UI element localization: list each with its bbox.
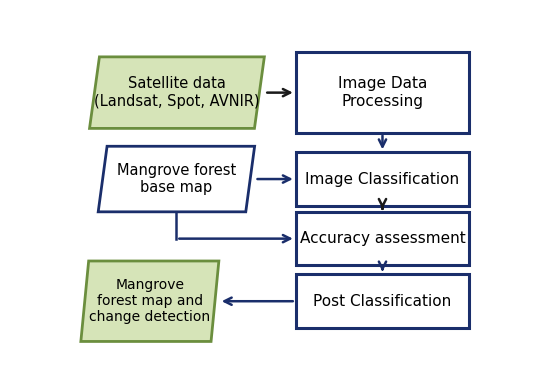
Text: Image Data
Processing: Image Data Processing	[338, 76, 427, 109]
Bar	[296, 274, 469, 328]
Text: Accuracy assessment: Accuracy assessment	[300, 231, 465, 246]
Bar	[296, 152, 469, 206]
Text: Mangrove forest
base map: Mangrove forest base map	[117, 163, 236, 195]
Bar	[296, 212, 469, 265]
Text: Post Classification: Post Classification	[314, 294, 451, 309]
Polygon shape	[98, 146, 255, 212]
Polygon shape	[90, 57, 264, 128]
Text: Satellite data
(Landsat, Spot, AVNIR): Satellite data (Landsat, Spot, AVNIR)	[94, 76, 260, 109]
Text: Image Classification: Image Classification	[305, 171, 460, 187]
Polygon shape	[81, 261, 219, 341]
Bar	[296, 52, 469, 133]
Text: Mangrove
forest map and
change detection: Mangrove forest map and change detection	[89, 278, 211, 324]
